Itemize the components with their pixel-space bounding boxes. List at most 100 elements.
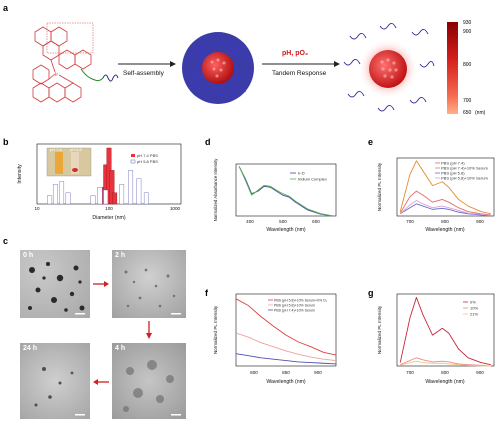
- chart-g-pl-oxygen: Normalized PL Intensity Wavelength (nm) …: [377, 293, 495, 385]
- arrow-self-assembly: [118, 61, 176, 67]
- chart-f-pl-oxygen-serum: Normalized PL Intensity Wavelength (nm) …: [213, 293, 337, 385]
- micrograph-0h: 0 h: [20, 250, 90, 318]
- arrow-0h-to-2h: [93, 281, 109, 287]
- e-xtick-900: 900: [476, 219, 484, 224]
- colorbar-tick-700: 700: [463, 98, 472, 104]
- b-xlabel: Diameter (nm): [92, 215, 125, 221]
- b-bar-1-8: [128, 170, 134, 205]
- b-bar-1-2: [59, 181, 65, 205]
- d-xlabel: Wavelength (nm): [266, 227, 306, 233]
- chart-e-pl-ph: Normalized PL Intensity Wavelength (nm) …: [377, 157, 495, 233]
- arrow-4h-to-24h: [93, 379, 109, 385]
- b-legend-74: pH 7.4 PBS: [137, 153, 158, 158]
- micrograph-2h: 2 h: [112, 250, 186, 318]
- g-series-line-1: [400, 357, 491, 367]
- colorbar-unit: (nm): [475, 110, 486, 116]
- b-xtick-10: 10: [34, 206, 40, 211]
- b-legend-58: pH 5.8 PBS: [137, 159, 158, 164]
- micrograph-2h-label: 2 h: [115, 252, 126, 259]
- arrow-2h-to-4h: [146, 321, 152, 339]
- g-ylabel: Normalized PL Intensity: [377, 305, 382, 354]
- e-legend-2: PBS (pH 5.8): [441, 171, 465, 176]
- d-xtick-400: 400: [246, 219, 254, 224]
- f-series-line-1: [235, 332, 337, 361]
- b-legend-swatch-58: [130, 159, 136, 164]
- e-series-line-0: [399, 190, 491, 216]
- b-photo-label-74: pH 7.4: [50, 147, 63, 152]
- g-legend-0: 0%: [470, 300, 476, 305]
- b-xtick-1000: 1000: [170, 206, 181, 211]
- b-bar-1-0: [47, 195, 53, 205]
- g-xlabel: Wavelength (nm): [425, 379, 465, 385]
- chart-d-absorbance: Normalized Absorbance Intensity Waveleng…: [213, 158, 337, 233]
- label-tandem-response: Tandem Response: [272, 70, 327, 77]
- f-series-line-0: [235, 298, 337, 356]
- colorbar-tick-800: 800: [463, 62, 472, 68]
- d-xtick-500: 500: [279, 219, 287, 224]
- colorbar: [447, 22, 458, 114]
- b-bar-1-6: [103, 189, 109, 205]
- panel-e-letter: e: [368, 137, 374, 147]
- f-legend-2: PBS (pH 7.4)+10% Serum: [274, 309, 315, 313]
- b-bar-0-3: [109, 170, 115, 205]
- b-bar-1-10: [143, 192, 149, 205]
- e-legend-1: PBS (pH 7.4)+10% Serum: [441, 166, 488, 171]
- f-xtick-900: 900: [314, 370, 322, 375]
- g-legend-2: 21%: [470, 312, 478, 317]
- e-ylabel: Normalized PL Intensity: [377, 162, 382, 211]
- b-xtick-100: 100: [105, 206, 113, 211]
- d-ylabel: Normalized Absorbance Intensity: [213, 158, 218, 222]
- g-series-line-0: [399, 296, 491, 366]
- d-series-line-1: [238, 166, 333, 217]
- d-legend-complex: Iridium Complex: [298, 177, 327, 182]
- micrograph-4h-label: 4 h: [115, 345, 126, 352]
- b-bar-1-5: [97, 187, 103, 205]
- micrograph-24h: 24 h: [20, 343, 90, 419]
- b-bar-1-3: [65, 192, 71, 205]
- panel-f-letter: f: [205, 288, 208, 298]
- e-xtick-700: 700: [406, 219, 414, 224]
- e-series-line-2: [399, 203, 491, 216]
- panel-a-letter: a: [3, 3, 9, 13]
- g-legend-1: 10%: [470, 306, 478, 311]
- e-xtick-800: 800: [441, 219, 449, 224]
- micrograph-4h: 4 h: [112, 343, 186, 419]
- f-xtick-850: 850: [282, 370, 290, 375]
- e-xlabel: Wavelength (nm): [425, 227, 465, 233]
- f-xlabel: Wavelength (nm): [266, 379, 306, 385]
- e-series-line-1: [399, 160, 491, 215]
- panel-b-letter: b: [3, 137, 9, 147]
- b-legend-swatch-74: [131, 154, 135, 157]
- panel-g-letter: g: [368, 288, 374, 298]
- colorbar-tick-930: 930: [463, 20, 472, 26]
- panel-d-letter: d: [205, 137, 211, 147]
- g-xtick-900: 900: [476, 370, 484, 375]
- label-ph-po2: pH, pO₂: [282, 50, 309, 57]
- d-series-line-0: [238, 166, 333, 217]
- b-vial-photo: [46, 147, 92, 177]
- g-xtick-700: 700: [406, 370, 414, 375]
- d-xtick-600: 600: [312, 219, 320, 224]
- e-series-line-3: [399, 200, 491, 216]
- colorbar-tick-650: 650: [463, 110, 472, 116]
- b-vial-right: [71, 152, 79, 174]
- e-legend-0: PBS (pH 7.4): [441, 161, 465, 166]
- colorbar-tick-900: 900: [463, 29, 472, 35]
- g-series-line-2: [400, 360, 491, 367]
- f-legend-0: PBS (pH 5.8)+10% Serum+0% O₂: [274, 299, 328, 303]
- micrograph-24h-label: 24 h: [23, 345, 38, 352]
- panel-c-letter: c: [3, 236, 9, 246]
- micrograph-0h-label: 0 h: [23, 252, 34, 259]
- f-ylabel: Normalized PL Intensity: [213, 305, 218, 354]
- label-self-assembly: Self-assembly: [123, 70, 164, 77]
- b-bar-0-4: [112, 192, 118, 205]
- e-legend-3: PBS (pH 5.8)+10% Serum: [441, 176, 488, 181]
- b-bar-1-9: [136, 178, 142, 205]
- b-bar-1-7: [119, 184, 125, 205]
- panel-a-molecule: Ir: [32, 22, 119, 103]
- b-vial-pellet: [72, 168, 78, 172]
- chart-b-size-distribution: Intensity Diameter (nm) 10 100 1000 pH 7…: [17, 143, 182, 221]
- d-legend-ird: Ir-D: [298, 171, 305, 176]
- f-legend-1: PBS (pH 5.8)+10% Serum: [274, 304, 315, 308]
- arrow-tandem-response: [262, 61, 340, 67]
